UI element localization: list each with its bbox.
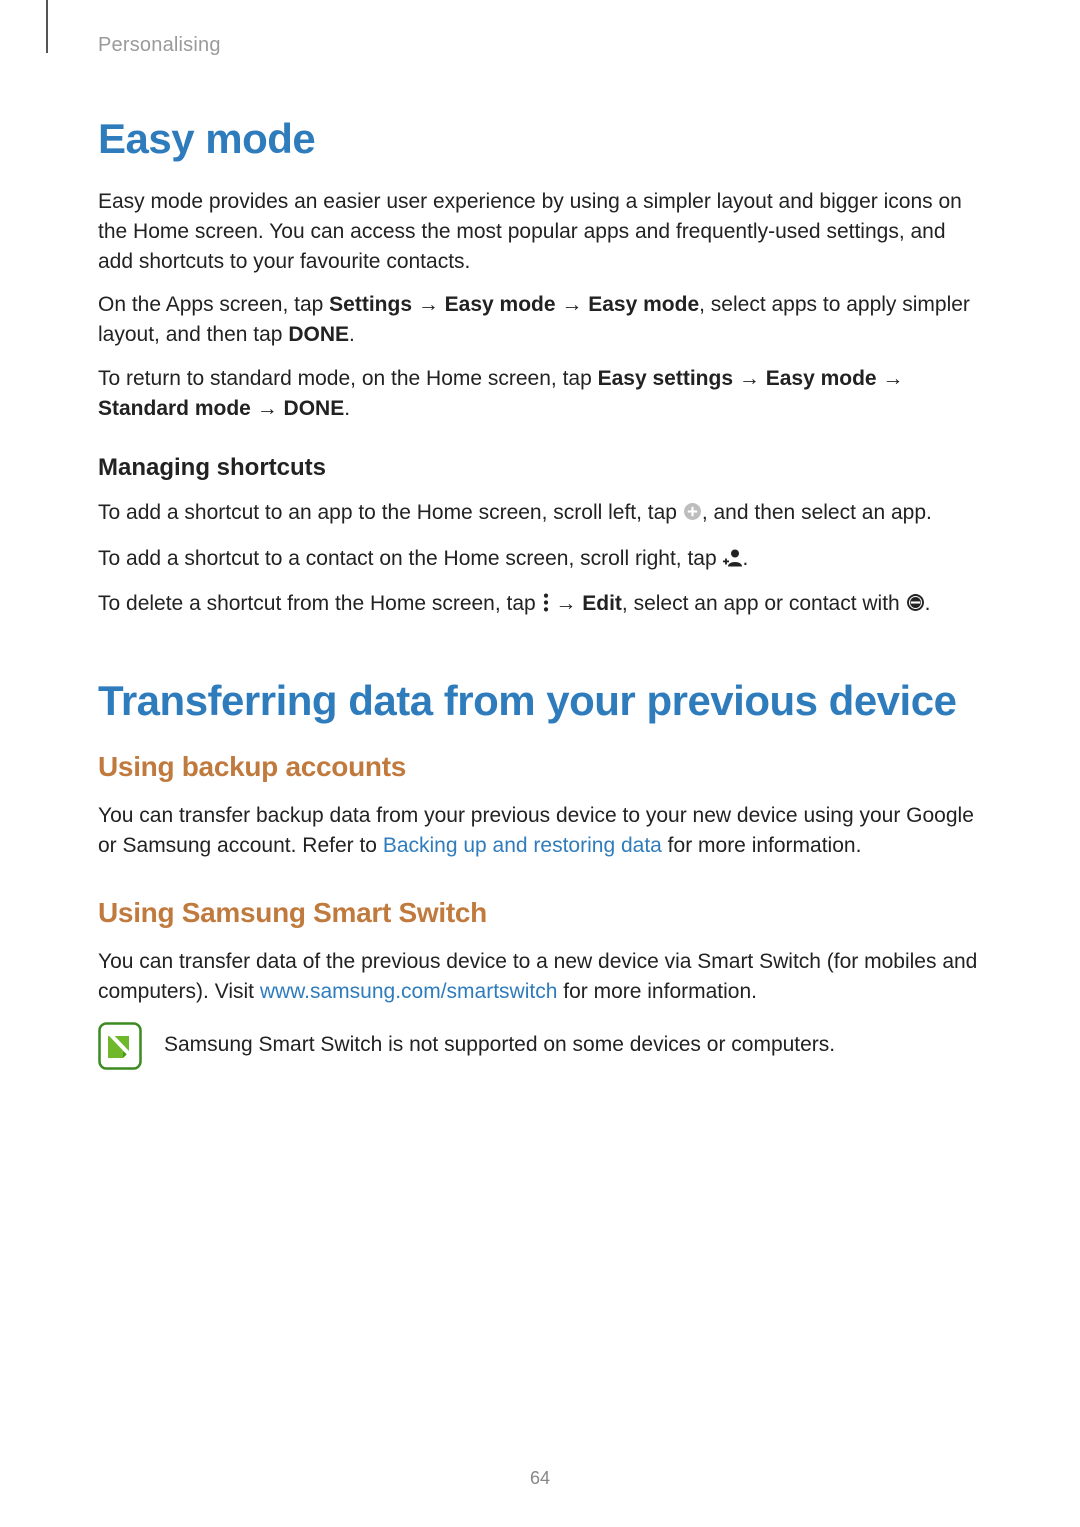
page-number: 64 — [0, 1468, 1080, 1489]
text-fragment: for more information. — [557, 980, 757, 1003]
arrow-icon: → — [412, 293, 445, 316]
note-block: Samsung Smart Switch is not supported on… — [98, 1020, 982, 1075]
more-options-icon — [542, 591, 550, 621]
backup-accounts-text: You can transfer backup data from your p… — [98, 801, 982, 861]
note-icon — [98, 1022, 142, 1075]
label-easy-mode: Easy mode — [445, 293, 556, 316]
heading-using-smart-switch: Using Samsung Smart Switch — [98, 897, 982, 929]
text-fragment: . — [349, 323, 355, 346]
text-fragment: To delete a shortcut from the Home scree… — [98, 592, 542, 615]
easy-mode-enable-steps: On the Apps screen, tap Settings → Easy … — [98, 290, 982, 350]
label-easy-mode: Easy mode — [588, 293, 699, 316]
header-rule — [46, 0, 48, 53]
arrow-icon: → — [733, 367, 766, 390]
easy-mode-disable-steps: To return to standard mode, on the Home … — [98, 364, 982, 424]
arrow-icon: → — [556, 293, 589, 316]
heading-managing-shortcuts: Managing shortcuts — [98, 454, 982, 482]
label-standard-mode: Standard mode — [98, 397, 251, 420]
text-fragment: for more information. — [662, 834, 862, 857]
arrow-icon: → — [877, 367, 904, 390]
text-fragment: , select an app or contact with — [622, 592, 906, 615]
link-smartswitch-url[interactable]: www.samsung.com/smartswitch — [260, 980, 558, 1003]
heading-easy-mode: Easy mode — [98, 115, 982, 163]
document-page: Personalising Easy mode Easy mode provid… — [0, 0, 1080, 1075]
arrow-icon: → — [251, 397, 284, 420]
heading-transferring-data: Transferring data from your previous dev… — [98, 677, 982, 725]
label-done: DONE — [284, 397, 345, 420]
text-fragment: To add a shortcut to a contact on the Ho… — [98, 547, 723, 570]
label-edit: Edit — [582, 592, 622, 615]
shortcut-add-contact: To add a shortcut to a contact on the Ho… — [98, 544, 982, 576]
minus-circle-icon — [906, 591, 925, 621]
heading-using-backup-accounts: Using backup accounts — [98, 751, 982, 783]
text-fragment: , and then select an app. — [702, 501, 932, 524]
text-fragment: On the Apps screen, tap — [98, 293, 329, 316]
smart-switch-text: You can transfer data of the previous de… — [98, 947, 982, 1007]
link-backing-up-data[interactable]: Backing up and restoring data — [383, 834, 662, 857]
text-fragment: . — [344, 397, 350, 420]
shortcut-add-app: To add a shortcut to an app to the Home … — [98, 498, 982, 530]
add-contact-icon — [723, 546, 743, 576]
breadcrumb: Personalising — [98, 34, 982, 57]
label-done: DONE — [288, 323, 349, 346]
label-settings: Settings — [329, 293, 412, 316]
label-easy-settings: Easy settings — [598, 367, 733, 390]
text-fragment: To return to standard mode, on the Home … — [98, 367, 598, 390]
text-fragment: . — [743, 547, 749, 570]
shortcut-delete: To delete a shortcut from the Home scree… — [98, 589, 982, 621]
label-easy-mode: Easy mode — [766, 367, 877, 390]
easy-mode-intro: Easy mode provides an easier user experi… — [98, 187, 982, 276]
text-fragment: To add a shortcut to an app to the Home … — [98, 501, 683, 524]
arrow-icon: → — [550, 592, 583, 615]
text-fragment: . — [925, 592, 931, 615]
note-text: Samsung Smart Switch is not supported on… — [164, 1020, 835, 1060]
plus-circle-icon — [683, 500, 702, 530]
